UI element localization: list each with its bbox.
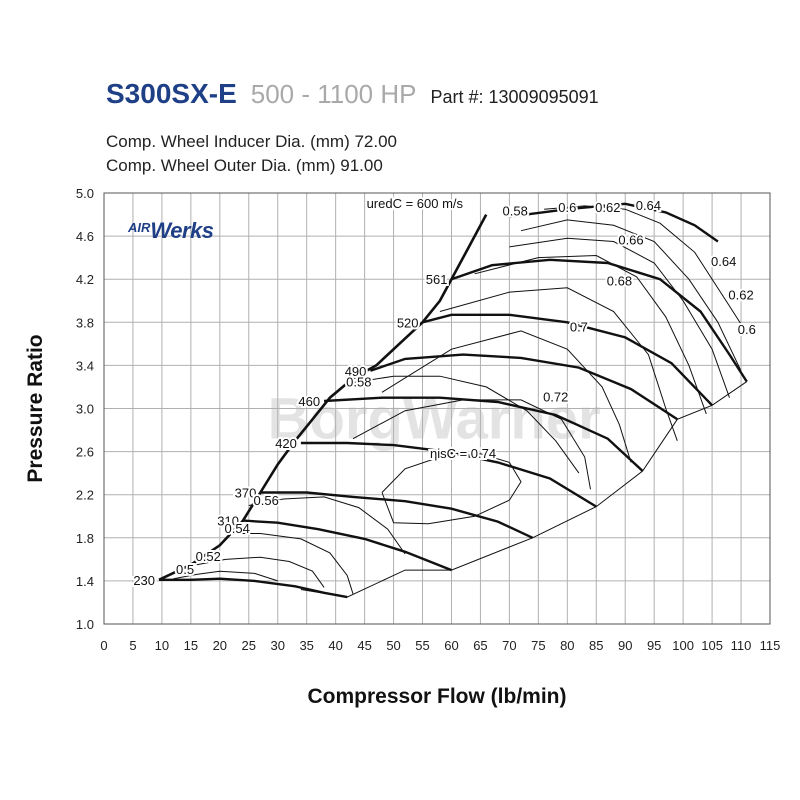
x-tick-label: 50 bbox=[386, 638, 400, 653]
speed-label: 230 bbox=[133, 573, 155, 588]
inducer-diameter: Comp. Wheel Inducer Dia. (mm) 72.00 bbox=[106, 132, 397, 151]
efficiency-island bbox=[196, 556, 325, 588]
efficiency-island bbox=[352, 375, 580, 474]
plot-frame bbox=[103, 192, 771, 625]
efficiency-label: 0.6 bbox=[738, 322, 756, 337]
speed-line bbox=[242, 519, 452, 572]
efficiency-label: 0.56 bbox=[254, 493, 279, 508]
y-tick-label: 4.2 bbox=[76, 272, 94, 287]
x-tick-label: 100 bbox=[672, 638, 694, 653]
x-tick-label: 115 bbox=[760, 638, 781, 653]
y-axis-label: Pressure Ratio bbox=[24, 334, 47, 482]
efficiency-label: 0.5 bbox=[176, 562, 194, 577]
efficiency-label: 0.72 bbox=[543, 390, 568, 405]
speed-annotation: uredC = 600 m/s bbox=[367, 196, 464, 211]
y-tick-label: 2.2 bbox=[76, 488, 94, 503]
efficiency-label: ηisC = 0.74 bbox=[430, 446, 496, 461]
efficiency-label: 0.64 bbox=[711, 254, 736, 269]
efficiency-island bbox=[248, 496, 406, 555]
x-tick-label: 70 bbox=[502, 638, 516, 653]
x-tick-label: 80 bbox=[560, 638, 574, 653]
efficiency-island bbox=[225, 533, 354, 594]
speed-line bbox=[159, 577, 348, 599]
x-tick-label: 5 bbox=[129, 638, 136, 653]
x-tick-label: 95 bbox=[647, 638, 661, 653]
y-tick-label: 5.0 bbox=[76, 186, 94, 201]
efficiency-label: 0.62 bbox=[595, 200, 620, 215]
efficiency-island bbox=[509, 237, 730, 398]
efficiency-island bbox=[439, 287, 678, 441]
x-tick-label: 10 bbox=[155, 638, 169, 653]
y-tick-label: 2.6 bbox=[76, 445, 94, 460]
x-tick-label: 40 bbox=[328, 638, 342, 653]
efficiency-island bbox=[520, 219, 742, 372]
y-tick-label: 3.8 bbox=[76, 315, 94, 330]
efficiency-label: 0.54 bbox=[225, 521, 250, 536]
efficiency-label: 0.7 bbox=[570, 320, 588, 335]
efficiency-label: 0.64 bbox=[636, 198, 661, 213]
speed-label: 420 bbox=[275, 436, 297, 451]
choke-line bbox=[300, 381, 748, 598]
speed-line bbox=[422, 313, 713, 407]
x-tick-label: 75 bbox=[531, 638, 545, 653]
speed-label: 490 bbox=[345, 364, 367, 379]
x-tick-label: 15 bbox=[184, 638, 198, 653]
x-tick-label: 90 bbox=[618, 638, 632, 653]
speed-line bbox=[260, 491, 534, 539]
y-tick-label: 4.6 bbox=[76, 229, 94, 244]
efficiency-label: 0.62 bbox=[728, 287, 753, 302]
y-tick-label: 1.0 bbox=[76, 617, 94, 632]
efficiency-island bbox=[474, 254, 707, 415]
x-tick-label: 110 bbox=[731, 638, 752, 653]
x-tick-label: 105 bbox=[701, 638, 723, 653]
efficiency-label: 0.68 bbox=[607, 273, 632, 288]
y-tick-label: 1.8 bbox=[76, 531, 94, 546]
speed-line bbox=[509, 202, 719, 243]
speed-label: 520 bbox=[397, 315, 419, 330]
efficiency-label: 0.58 bbox=[346, 375, 371, 390]
efficiency-island bbox=[381, 453, 522, 525]
hp-range: 500 - 1100 HP bbox=[250, 79, 417, 109]
x-tick-label: 0 bbox=[100, 638, 107, 653]
efficiency-label: 0.6 bbox=[558, 200, 576, 215]
airwerks-logo: AIRWerks bbox=[128, 218, 214, 243]
y-tick-label: 1.4 bbox=[76, 574, 94, 589]
chart-title: S300SX-E 500 - 1100 HP Part #: 13009095091 bbox=[106, 80, 599, 108]
x-tick-label: 30 bbox=[271, 638, 285, 653]
speed-label: 370 bbox=[235, 486, 257, 501]
model-name: S300SX-E bbox=[106, 78, 237, 109]
efficiency-label: 0.52 bbox=[196, 549, 221, 564]
efficiency-island bbox=[544, 205, 748, 334]
speed-line bbox=[300, 441, 597, 508]
x-tick-label: 45 bbox=[357, 638, 371, 653]
x-tick-label: 20 bbox=[213, 638, 227, 653]
speed-line bbox=[451, 258, 748, 383]
efficiency-label: 0.66 bbox=[618, 232, 643, 247]
x-axis-label: Compressor Flow (lb/min) bbox=[307, 685, 566, 708]
outer-diameter: Comp. Wheel Outer Dia. (mm) 91.00 bbox=[106, 156, 383, 175]
x-tick-label: 85 bbox=[589, 638, 603, 653]
speed-line bbox=[370, 353, 678, 421]
speed-line bbox=[324, 396, 644, 472]
speed-label: 561 bbox=[426, 272, 448, 287]
efficiency-label: 0.58 bbox=[503, 203, 528, 218]
speed-label: 310 bbox=[217, 514, 239, 529]
speed-label: 460 bbox=[298, 394, 320, 409]
y-tick-label: 3.0 bbox=[76, 402, 94, 417]
x-tick-label: 35 bbox=[299, 638, 313, 653]
y-tick-label: 3.4 bbox=[76, 358, 94, 373]
part-number: Part #: 13009095091 bbox=[430, 87, 599, 107]
x-tick-label: 60 bbox=[444, 638, 458, 653]
surge-line bbox=[158, 213, 488, 581]
x-tick-label: 65 bbox=[473, 638, 487, 653]
x-tick-label: 25 bbox=[242, 638, 256, 653]
efficiency-island bbox=[381, 330, 632, 463]
efficiency-island bbox=[352, 399, 591, 490]
efficiency-island bbox=[173, 570, 278, 582]
x-tick-label: 55 bbox=[415, 638, 429, 653]
